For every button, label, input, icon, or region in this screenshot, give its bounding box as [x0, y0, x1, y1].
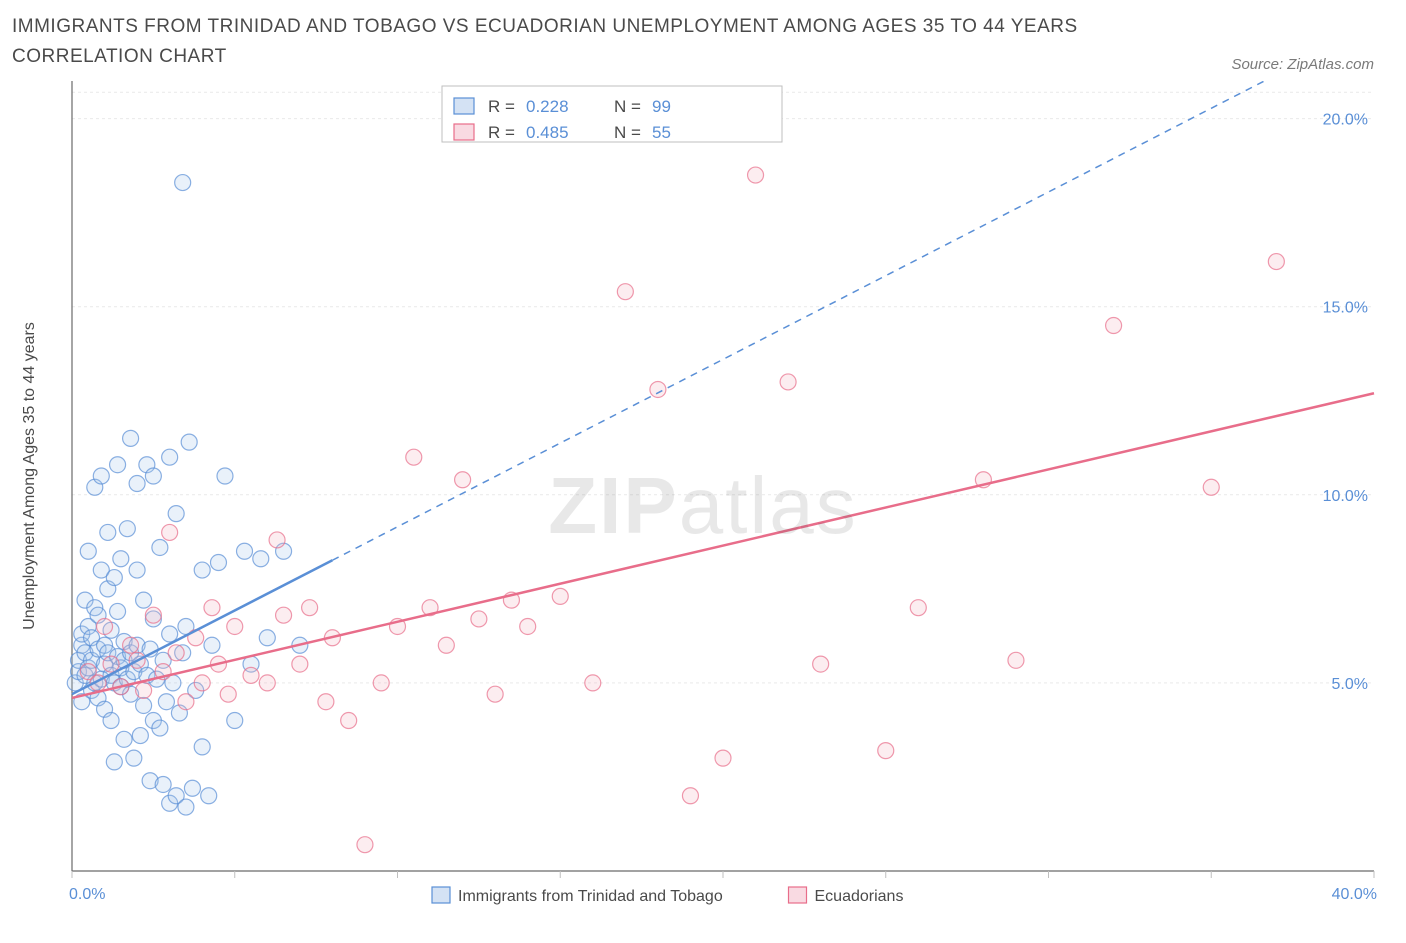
svg-text:15.0%: 15.0% — [1323, 299, 1368, 316]
svg-text:R =: R = — [488, 97, 515, 116]
chart-container: 5.0% 10.0% 15.0% 20.0% 0.0% 40.0% Unemployment… — [12, 81, 1394, 931]
correlation-scatter-chart: 5.0% 10.0% 15.0% 20.0% 0.0% 40.0% Unemployment… — [12, 81, 1394, 931]
svg-text:R =: R = — [488, 123, 515, 142]
svg-text:Unemployment Among Ages 35 to: Unemployment Among Ages 35 to 44 years — [21, 322, 38, 630]
svg-text:Ecuadorians: Ecuadorians — [815, 888, 904, 905]
svg-text:10.0%: 10.0% — [1323, 488, 1368, 505]
svg-text:Immigrants from Trinidad and T: Immigrants from Trinidad and Tobago — [458, 888, 723, 905]
svg-text:5.0%: 5.0% — [1332, 676, 1368, 693]
svg-text:0.228: 0.228 — [526, 97, 569, 116]
svg-text:0.0%: 0.0% — [69, 886, 105, 903]
svg-text:N =: N = — [614, 123, 641, 142]
svg-text:20.0%: 20.0% — [1323, 111, 1368, 128]
chart-title: IMMIGRANTS FROM TRINIDAD AND TOBAGO VS E… — [12, 12, 1112, 73]
svg-text:0.485: 0.485 — [526, 123, 569, 142]
svg-text:55: 55 — [652, 123, 671, 142]
svg-text:40.0%: 40.0% — [1332, 886, 1377, 903]
svg-text:N =: N = — [614, 97, 641, 116]
source-attribution: Source: ZipAtlas.com — [1231, 56, 1374, 73]
svg-text:99: 99 — [652, 97, 671, 116]
